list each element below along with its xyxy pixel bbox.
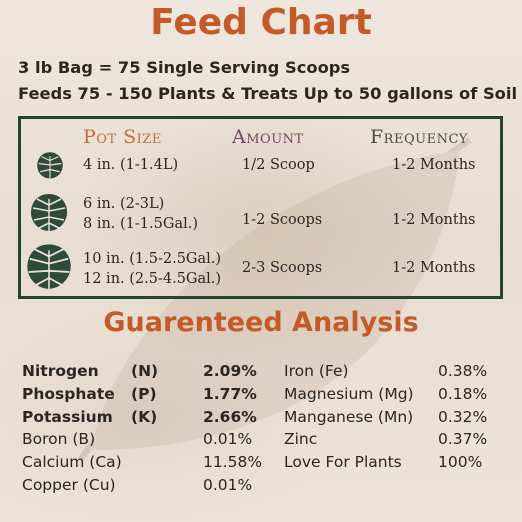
row3-pot-size-b: 12 in. (2.5-4.5Gal.)	[83, 271, 222, 287]
row1-pot-size: 4 in. (1-1.4L)	[83, 157, 179, 173]
feeds-plants-line: Feeds 75 - 150 Plants & Treats Up to 50 …	[18, 84, 518, 103]
header-frequency: Frequency	[370, 126, 468, 148]
row3-frequency: 1-2 Months	[392, 260, 476, 276]
analysis-value-phosphate: 1.77%	[203, 385, 257, 403]
feed-table: Pot Size Amount Frequency 4 in. (1-1.4L)…	[18, 116, 503, 299]
analysis-symbol-nitrogen: (N)	[131, 362, 159, 380]
analysis-name-potassium: Potassium	[22, 408, 113, 426]
header-amount: Amount	[232, 126, 304, 148]
analysis-value-copper: 0.01%	[203, 476, 253, 494]
background-leaf-icon	[77, 137, 472, 462]
row1-amount: 1/2 Scoop	[242, 157, 315, 173]
analysis-name-copper: Copper (Cu)	[22, 476, 116, 494]
analysis-value-boron: 0.01%	[203, 430, 253, 448]
analysis-value-love-for-plants: 100%	[438, 453, 483, 471]
row1-frequency: 1-2 Months	[392, 157, 476, 173]
analysis-value-manganese: 0.32%	[438, 408, 488, 426]
analysis-name-calcium: Calcium (Ca)	[22, 453, 122, 471]
analysis-value-magnesium: 0.18%	[438, 385, 488, 403]
analysis-value-zinc: 0.37%	[438, 430, 488, 448]
analysis-value-potassium: 2.66%	[203, 408, 257, 426]
analysis-name-manganese: Manganese (Mn)	[284, 408, 414, 426]
bag-scoops-line: 3 lb Bag = 75 Single Serving Scoops	[18, 58, 351, 77]
monstera-leaf-large-icon	[27, 244, 71, 289]
analysis-name-zinc: Zinc	[284, 430, 318, 448]
row2-amount: 1-2 Scoops	[242, 212, 323, 228]
analysis-symbol-phosphate: (P)	[131, 385, 157, 403]
analysis-name-magnesium: Magnesium (Mg)	[284, 385, 414, 403]
header-pot-size: Pot Size	[83, 126, 162, 148]
analysis-name-phosphate: Phosphate	[22, 385, 115, 403]
row2-pot-size-b: 8 in. (1-1.5Gal.)	[83, 216, 199, 232]
analysis-title: Guarenteed Analysis	[103, 307, 419, 338]
analysis-name-love-for-plants: Love For Plants	[284, 453, 402, 471]
row3-amount: 2-3 Scoops	[242, 260, 323, 276]
analysis-value-calcium: 11.58%	[203, 453, 263, 471]
analysis-name-boron: Boron (B)	[22, 430, 96, 448]
analysis-value-iron: 0.38%	[438, 362, 488, 380]
row2-frequency: 1-2 Months	[392, 212, 476, 228]
row2-pot-size-a: 6 in. (2-3L)	[83, 196, 165, 212]
analysis-name-iron: Iron (Fe)	[284, 362, 349, 380]
row3-pot-size-a: 10 in. (1.5-2.5Gal.)	[83, 251, 222, 267]
analysis-symbol-potassium: (K)	[131, 408, 158, 426]
monstera-leaf-small-icon	[37, 152, 63, 179]
analysis-value-nitrogen: 2.09%	[203, 362, 257, 380]
monstera-leaf-medium-icon	[31, 194, 68, 231]
analysis-name-nitrogen: Nitrogen	[22, 362, 99, 380]
page-title: Feed Chart	[150, 2, 372, 43]
